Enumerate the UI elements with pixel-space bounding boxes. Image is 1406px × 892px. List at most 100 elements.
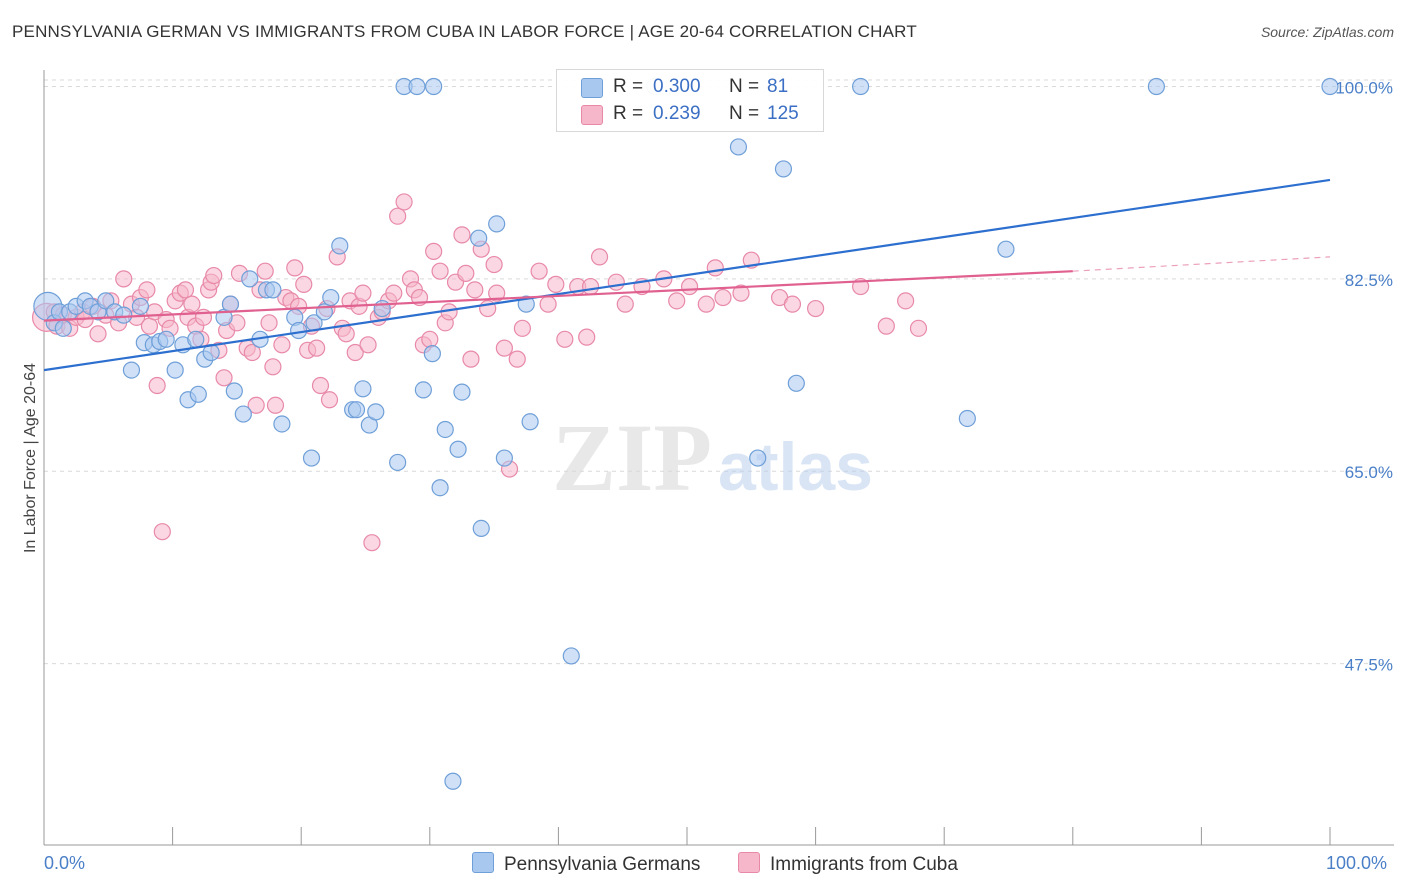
cuba-point — [453, 226, 471, 244]
pennsylvania-german-point — [787, 374, 805, 392]
cuba-point — [425, 242, 443, 260]
pennsylvania-german-point — [122, 361, 141, 379]
chart-title: PENNSYLVANIA GERMAN VS IMMIGRANTS FROM C… — [12, 22, 917, 41]
pennsylvania-german-point — [373, 299, 391, 318]
legend-row-pennsylvania-germans: R = 0.300 N = 81 — [557, 74, 823, 100]
cuba-point — [530, 262, 548, 280]
pennsylvania-german-point — [354, 380, 372, 398]
legend-r-value: 0.239 — [653, 103, 701, 124]
pennsylvania-german-point — [234, 405, 252, 423]
legend-row-immigrants-from-cuba: R = 0.239 N = 125 — [557, 101, 823, 127]
legend-n-label: N = — [729, 76, 760, 97]
legend-r-label: R = — [613, 76, 644, 97]
cuba-point — [539, 295, 557, 313]
cuba-point — [431, 262, 449, 280]
cuba-point — [89, 325, 107, 343]
cuba-point — [176, 281, 195, 299]
cuba-point — [616, 295, 634, 313]
legend-n-value: 125 — [767, 103, 799, 124]
cuba-point — [581, 277, 600, 296]
pennsylvania-german-point — [488, 215, 506, 233]
cuba-point — [556, 330, 574, 348]
stats-legend: R = 0.300 N = 81 R = 0.239 N = 125 — [556, 69, 824, 132]
y-axis-label: In Labor Force | Age 20-64 — [22, 363, 39, 553]
pennsylvania-german-point — [187, 330, 205, 348]
y-tick-label: 47.5% — [1345, 656, 1393, 675]
cuba-point — [256, 262, 274, 280]
series-legend-item-immigrants-from-cuba: Immigrants from Cuba — [738, 852, 958, 876]
series-legend-swatch-blue — [472, 852, 494, 873]
pennsylvania-german-point — [367, 403, 385, 421]
y-tick-label: 100.0% — [1335, 78, 1393, 97]
gridlines — [44, 79, 1394, 665]
cuba-point — [513, 319, 531, 337]
cuba-point — [714, 288, 732, 307]
cuba-point — [421, 330, 439, 348]
cuba-point — [205, 266, 223, 285]
pennsylvania-german-point — [408, 77, 426, 96]
cuba-point — [153, 523, 171, 541]
cuba-point — [607, 273, 625, 291]
pennsylvania-german-point — [54, 319, 72, 337]
y-tick-label: 82.5% — [1345, 271, 1393, 290]
cuba-point — [680, 277, 699, 296]
pennsylvania-german-point — [470, 229, 488, 247]
series-legend: Pennsylvania Germans Immigrants from Cub… — [0, 852, 1406, 876]
cuba-point — [260, 314, 278, 332]
series-legend-swatch-pink — [738, 852, 760, 873]
cuba-point — [395, 193, 413, 211]
y-tick-label: 65.0% — [1345, 463, 1393, 482]
cuba-point — [389, 207, 407, 225]
cuba-point — [140, 317, 159, 335]
pennsylvania-german-point — [414, 381, 432, 399]
pennsylvania-german-point — [157, 330, 175, 348]
pennsylvania-german-point — [302, 449, 321, 467]
cuba-point — [286, 259, 304, 277]
pennsylvania-german-point — [241, 270, 259, 288]
pennsylvania-german-point — [331, 237, 349, 255]
legend-n-label: N = — [729, 103, 760, 124]
cuba-point — [457, 264, 475, 282]
cuba-point — [273, 336, 291, 354]
chart-source: Source: ZipAtlas.com — [1260, 24, 1394, 40]
cuba-point — [897, 292, 915, 310]
series-legend-label: Pennsylvania Germans — [504, 854, 701, 875]
cuba-point — [697, 295, 715, 313]
pennsylvania-german-point — [852, 77, 870, 96]
cuba-point — [183, 295, 201, 313]
pennsylvania-german-point — [189, 385, 207, 403]
pennsylvania-german-point — [115, 306, 133, 324]
y-tick-labels: 47.5% 65.0% 82.5% 100.0% — [1335, 78, 1393, 674]
cuba-point — [320, 391, 339, 409]
cuba-point — [247, 396, 265, 414]
cuba-point — [462, 350, 480, 368]
pennsylvania-german-point — [221, 295, 240, 313]
cuba-point — [295, 275, 313, 293]
cuba-point — [877, 317, 895, 335]
pennsylvania-german-point — [225, 382, 243, 400]
cuba-point — [266, 396, 285, 414]
cuba-point — [488, 284, 506, 302]
cuba-point — [243, 343, 261, 362]
pennsylvania-german-point — [774, 160, 793, 178]
cuba-point — [732, 284, 750, 302]
legend-r-label: R = — [613, 103, 644, 124]
pennsylvania-german-point — [322, 288, 340, 307]
axes — [43, 70, 1394, 846]
legend-r-value: 0.300 — [653, 76, 701, 97]
cuba-point — [363, 534, 381, 552]
series-legend-label: Immigrants from Cuba — [770, 854, 958, 875]
pennsylvania-german-point — [423, 345, 441, 363]
cuba-point — [706, 259, 724, 277]
cuba-point — [308, 339, 326, 357]
pennsylvania-german-point — [264, 281, 282, 299]
legend-swatch-pink — [581, 105, 603, 125]
pennsylvania-german-point — [436, 420, 454, 439]
pennsylvania-german-point — [453, 383, 471, 401]
pennsylvania-german-point — [166, 361, 184, 379]
cuba-point — [311, 376, 330, 395]
pennsylvania-german-point — [562, 647, 580, 665]
pennsylvania-german-point — [131, 297, 150, 315]
pennsylvania-german-point — [958, 409, 976, 428]
